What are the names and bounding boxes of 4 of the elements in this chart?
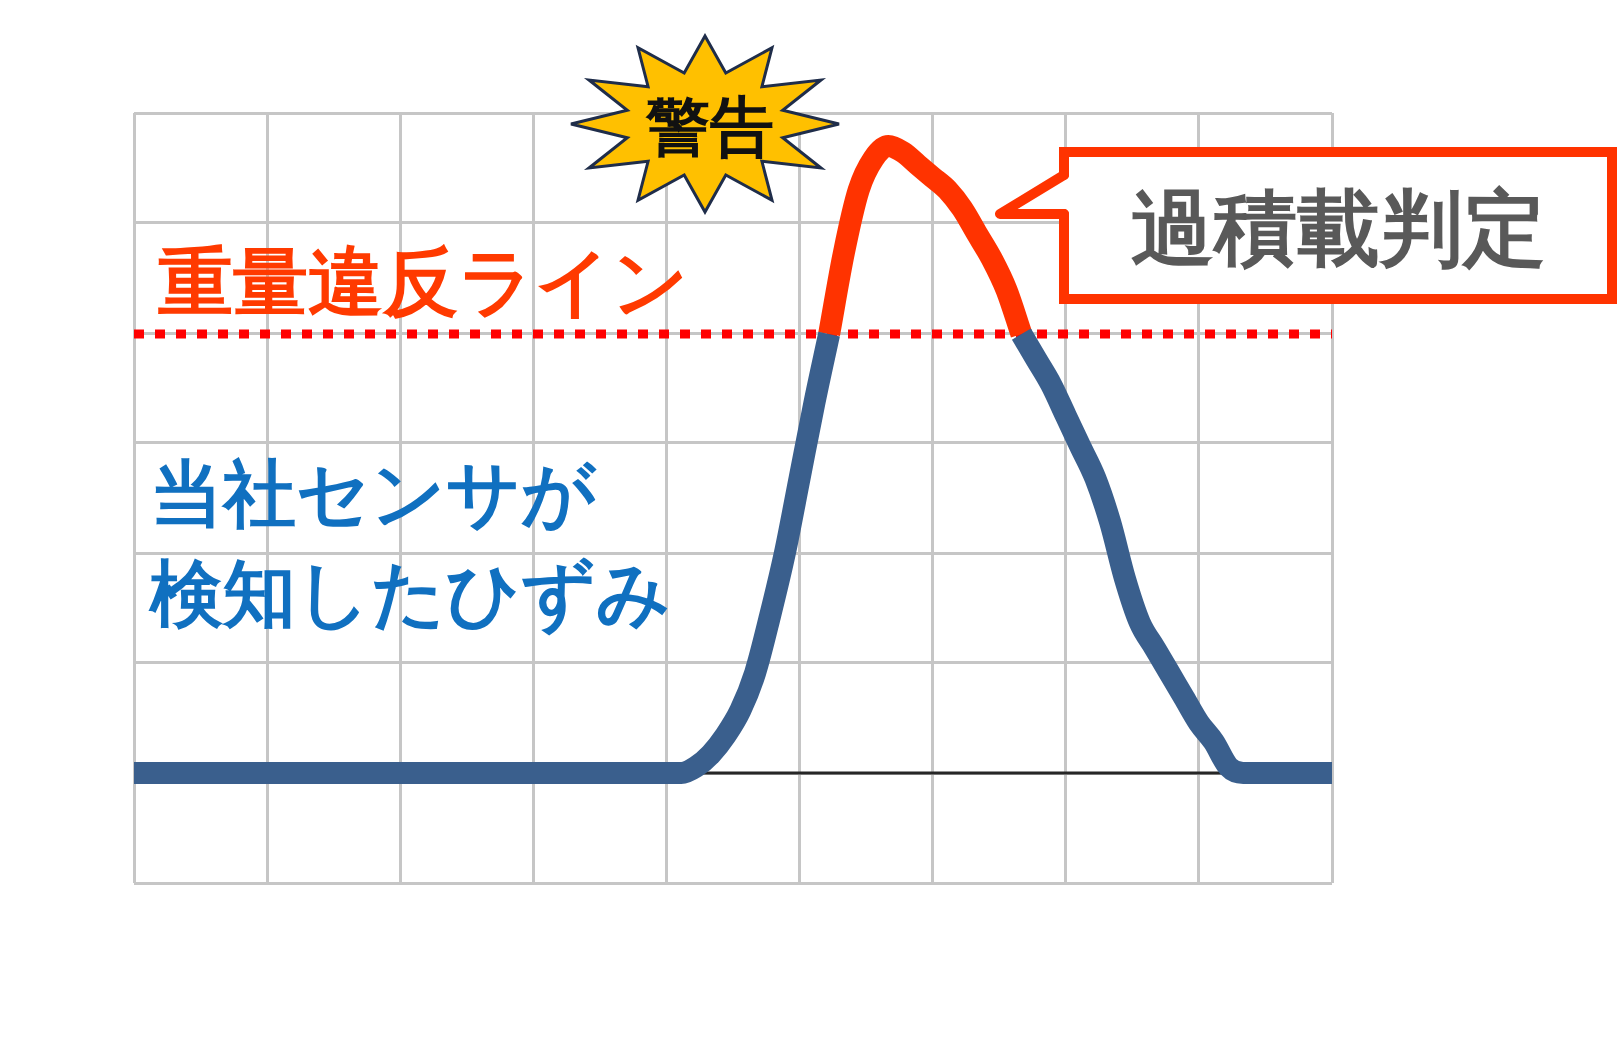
ref-line-label: 重量違反ライン [158, 237, 689, 326]
series-label: 当社センサが検知したひずみ [150, 450, 671, 638]
annotation: 警告 [646, 90, 774, 164]
annotation: 過積載判定 [1130, 179, 1546, 277]
